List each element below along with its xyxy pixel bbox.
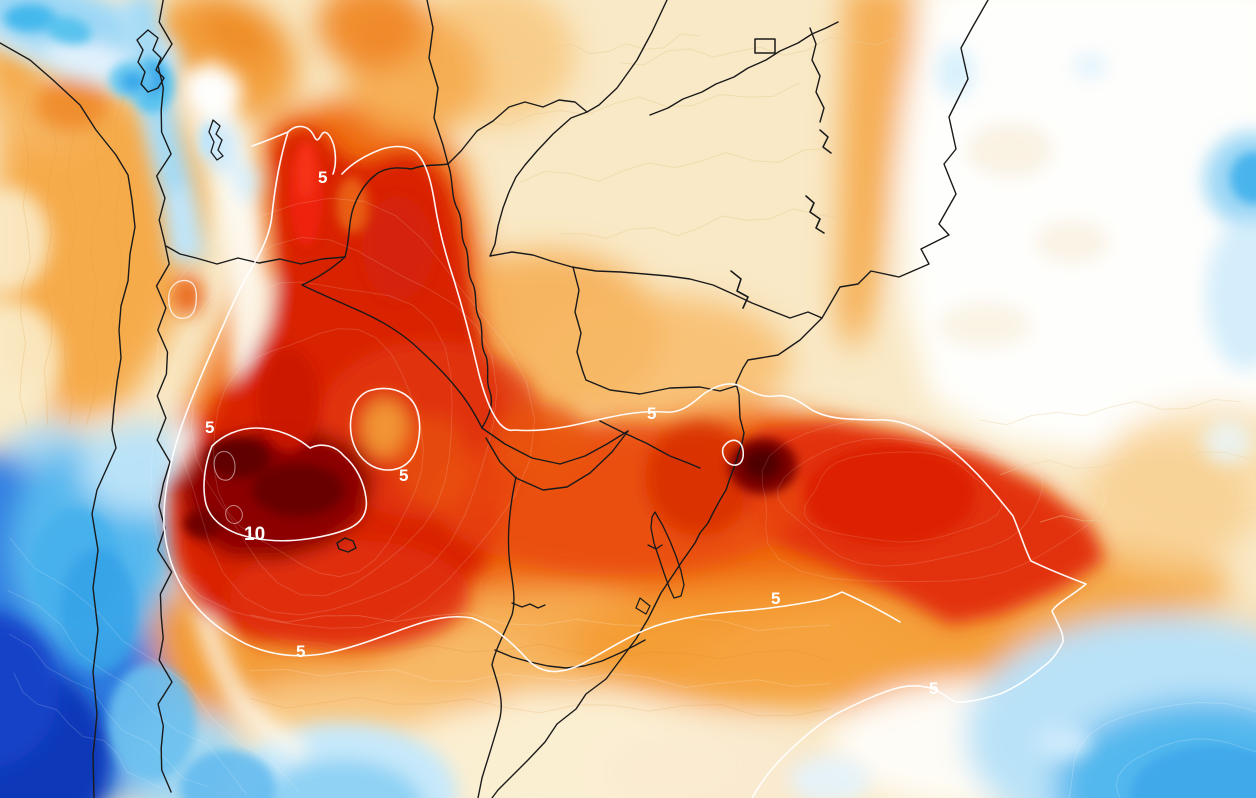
- svg-text:5: 5: [647, 404, 656, 423]
- svg-text:5: 5: [318, 168, 327, 187]
- svg-text:5: 5: [771, 589, 780, 608]
- svg-text:5: 5: [929, 679, 938, 698]
- svg-text:5: 5: [399, 466, 408, 485]
- svg-text:5: 5: [296, 642, 305, 661]
- svg-text:5: 5: [205, 418, 214, 437]
- svg-text:10: 10: [244, 524, 265, 545]
